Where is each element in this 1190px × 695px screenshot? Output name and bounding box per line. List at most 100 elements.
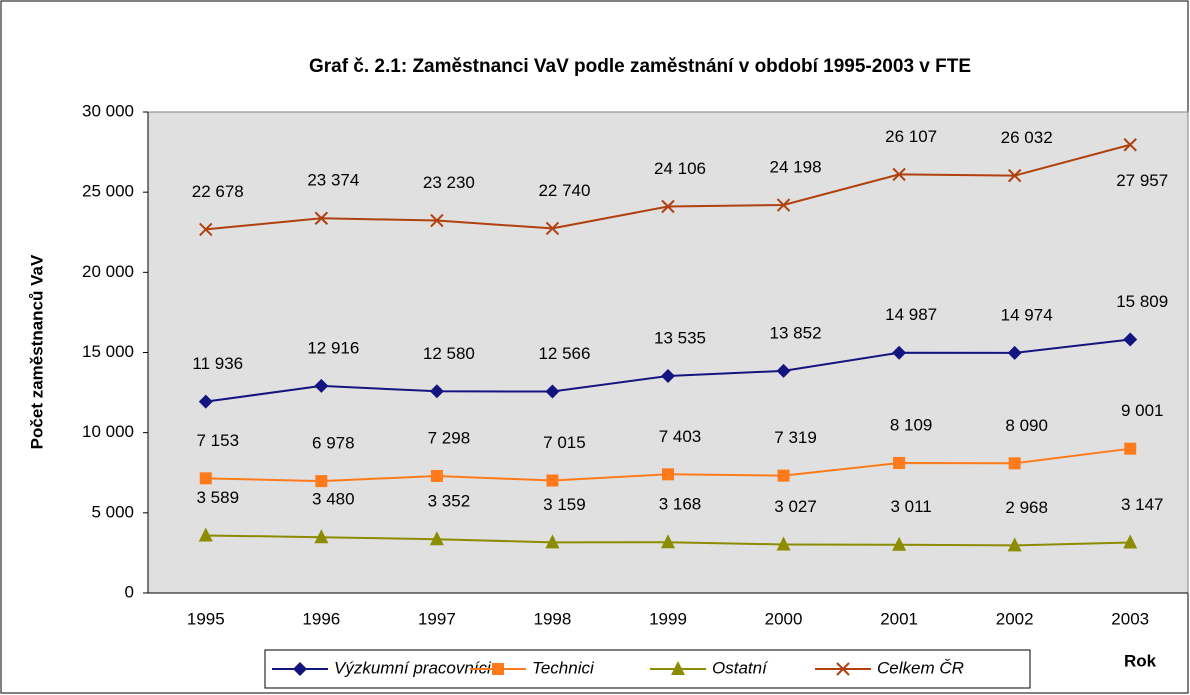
legend-label: Výzkumní pracovníci [334, 658, 492, 677]
y-axis-title: Počet zaměstnanců VaV [27, 254, 46, 449]
x-tick-label: 2003 [1111, 609, 1149, 628]
data-point [199, 472, 212, 485]
y-tick-label: 5 000 [91, 502, 134, 521]
data-label: 26 107 [885, 127, 937, 146]
data-point [893, 456, 906, 469]
data-point [1124, 442, 1137, 455]
data-point [198, 527, 213, 542]
data-label: 7 403 [659, 427, 702, 446]
x-tick-label: 2002 [996, 609, 1034, 628]
data-label: 3 147 [1121, 495, 1164, 514]
y-tick-label: 30 000 [82, 101, 134, 120]
data-label: 27 957 [1116, 171, 1168, 190]
x-tick-label: 1996 [302, 609, 340, 628]
data-point [892, 536, 907, 551]
legend-label: Technici [532, 658, 595, 677]
data-point [777, 469, 790, 482]
x-tick-label: 1998 [534, 609, 572, 628]
data-point [1123, 332, 1138, 347]
legend-marker [293, 662, 307, 676]
data-label: 7 015 [543, 433, 586, 452]
y-tick-label: 20 000 [82, 262, 134, 281]
data-point [429, 531, 444, 546]
data-label: 12 580 [423, 344, 475, 363]
x-tick-label: 2000 [765, 609, 803, 628]
data-point [776, 536, 791, 551]
data-point [545, 221, 560, 236]
data-point [430, 469, 443, 482]
legend-marker [492, 663, 504, 675]
x-tick-label: 1997 [418, 609, 456, 628]
data-point [1007, 345, 1022, 360]
data-label: 7 319 [774, 428, 817, 447]
data-label: 3 027 [774, 497, 817, 516]
data-label: 3 480 [312, 490, 355, 509]
data-label: 3 589 [197, 488, 240, 507]
x-tick-label: 1999 [649, 609, 687, 628]
data-label: 23 230 [423, 173, 475, 192]
x-tick-label: 2001 [880, 609, 918, 628]
data-label: 12 566 [538, 344, 590, 363]
data-label: 11 936 [192, 354, 243, 373]
data-point [1008, 457, 1021, 470]
data-point [314, 529, 329, 544]
data-point [661, 534, 675, 549]
data-label: 26 032 [1001, 128, 1053, 147]
y-tick-label: 15 000 [82, 342, 134, 361]
data-label: 22 740 [538, 181, 590, 200]
data-label: 14 987 [885, 305, 937, 324]
data-point [1007, 168, 1022, 183]
data-point [314, 211, 329, 225]
data-point [429, 384, 444, 399]
y-tick-label: 10 000 [82, 422, 134, 441]
y-tick-label: 25 000 [82, 182, 134, 201]
data-label: 23 374 [307, 171, 359, 190]
data-point [314, 378, 329, 393]
x-tick-label: 1995 [187, 609, 225, 628]
data-point [198, 394, 213, 409]
data-label: 13 535 [654, 328, 706, 347]
data-point [545, 534, 560, 549]
data-label: 13 852 [770, 323, 822, 342]
legend-label: Celkem ČR [877, 658, 964, 677]
data-label: 22 678 [192, 182, 244, 201]
data-label: 8 090 [1005, 416, 1048, 435]
data-point [892, 345, 907, 360]
chart-title: Graf č. 2.1: Zaměstnanci VaV podle zaměs… [309, 56, 971, 77]
data-label: 24 198 [770, 158, 822, 177]
data-point [315, 475, 328, 488]
plot-area [147, 111, 1189, 594]
data-point [545, 384, 560, 399]
data-label: 3 011 [890, 497, 931, 516]
data-point [661, 368, 675, 383]
data-label: 3 159 [543, 495, 586, 514]
data-label: 3 352 [428, 492, 471, 511]
data-point [430, 213, 444, 228]
legend-marker [836, 662, 850, 676]
data-point [1123, 534, 1138, 549]
legend-marker [671, 661, 685, 675]
legend-box [264, 649, 1031, 689]
data-label: 24 106 [654, 159, 706, 178]
x-axis-title: Rok [1124, 651, 1157, 670]
data-label: 8 109 [890, 415, 933, 434]
data-point [662, 468, 674, 481]
data-label: 12 916 [307, 338, 359, 357]
data-label: 7 298 [428, 428, 471, 447]
data-label: 6 978 [312, 434, 355, 453]
data-point [199, 222, 213, 237]
data-label: 2 968 [1005, 498, 1048, 517]
data-point [661, 199, 675, 214]
data-point [1007, 537, 1022, 552]
legend-label: Ostatní [712, 658, 769, 677]
data-point [892, 167, 906, 182]
data-point [546, 474, 559, 487]
y-tick-label: 0 [125, 582, 134, 601]
data-label: 14 974 [1001, 305, 1053, 324]
data-point [1123, 138, 1137, 152]
data-label: 15 809 [1116, 292, 1168, 311]
data-label: 3 168 [659, 495, 702, 514]
data-point [776, 363, 791, 378]
data-point [776, 198, 791, 212]
